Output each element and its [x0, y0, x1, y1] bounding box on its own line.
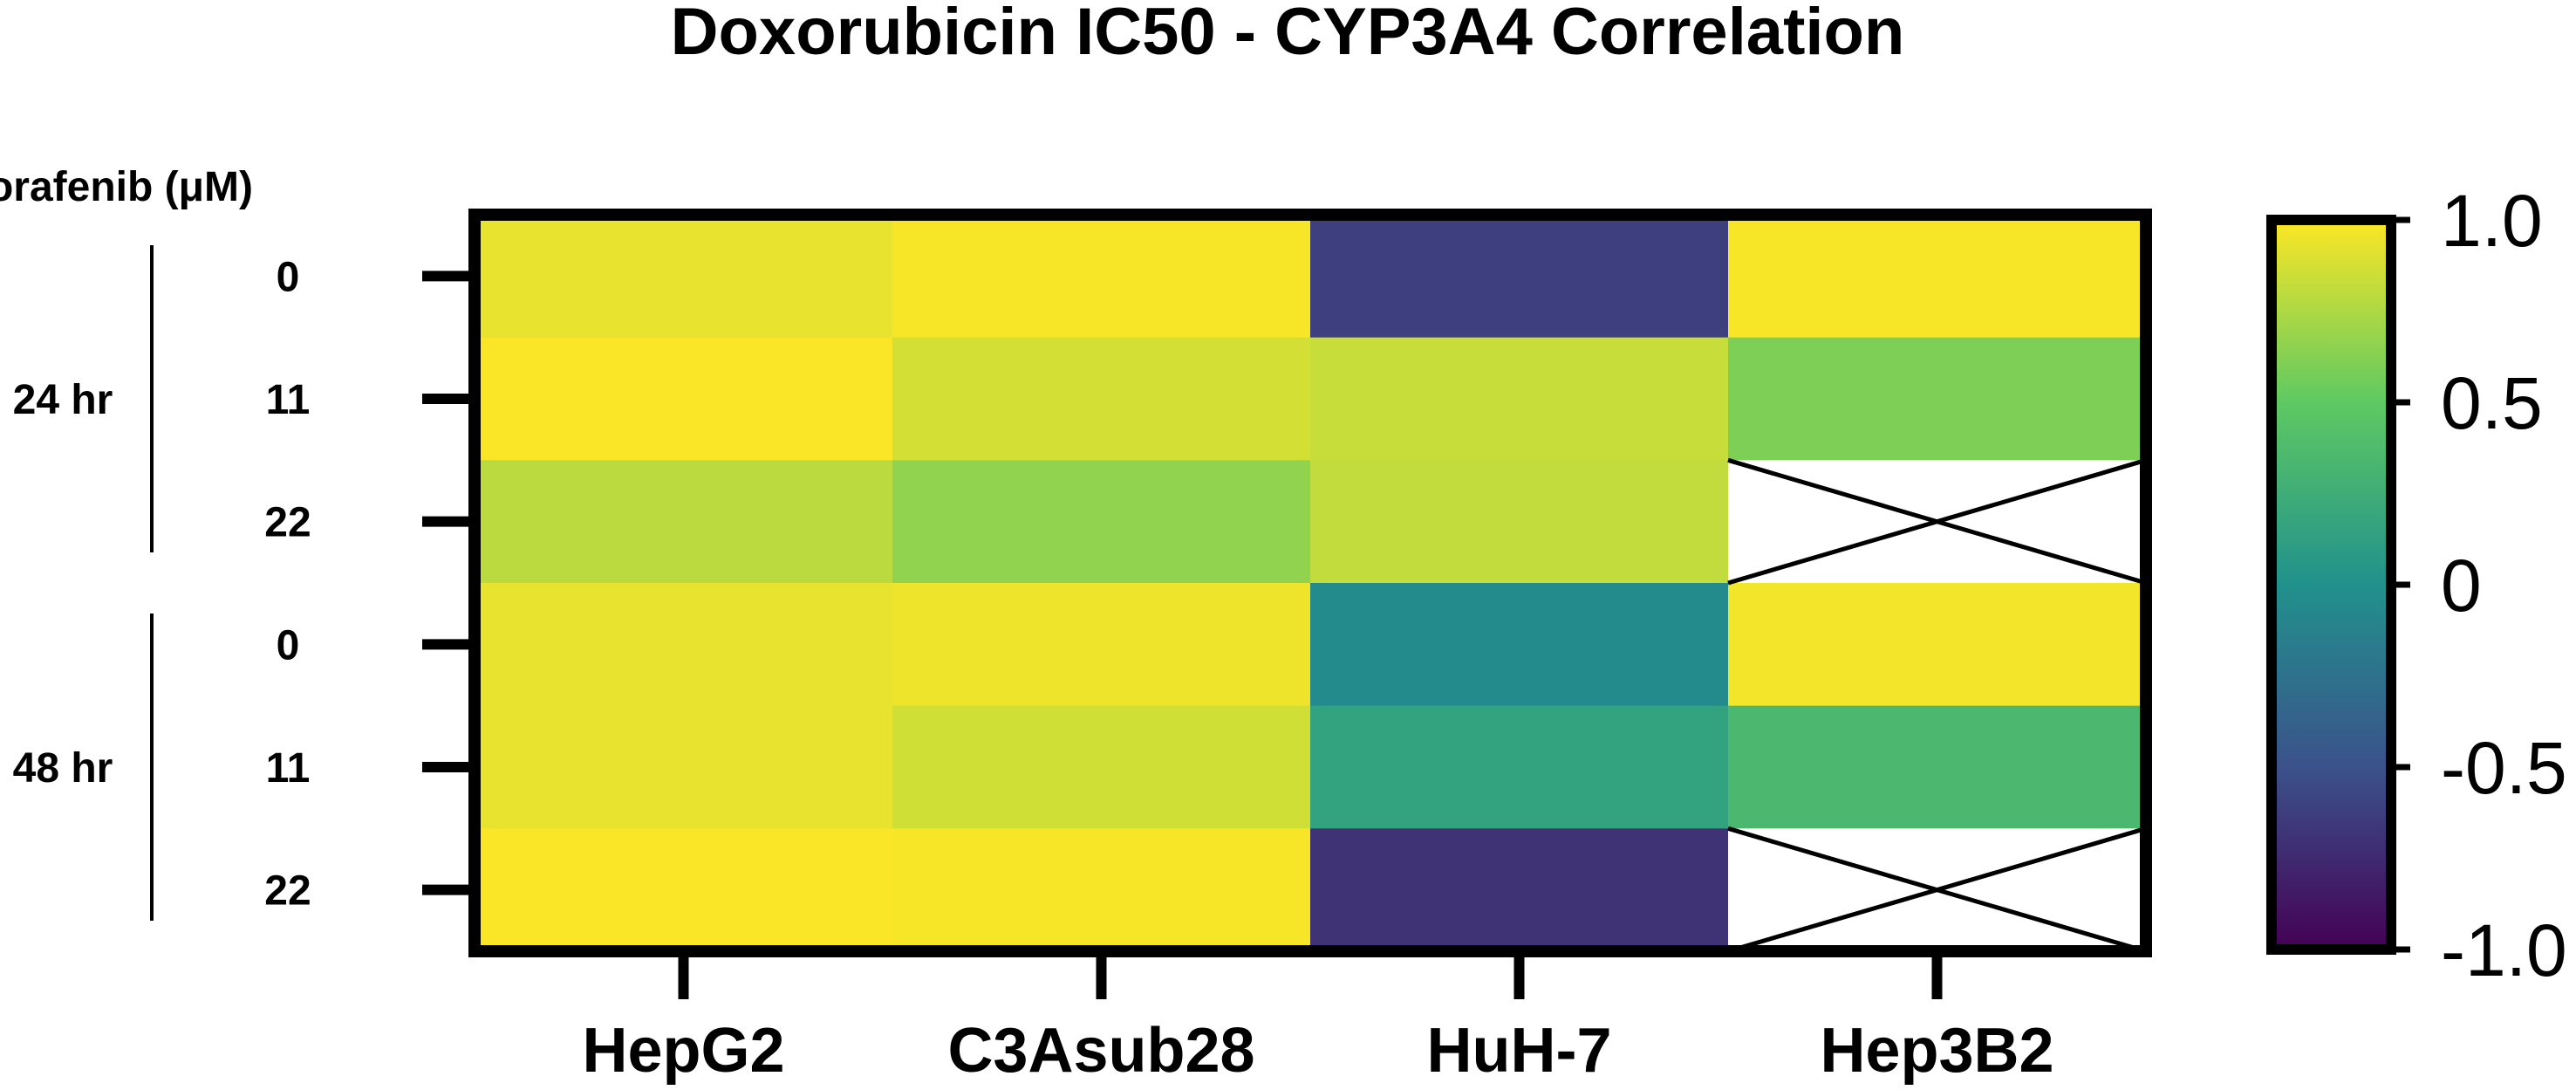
heatmap-cell	[892, 705, 1311, 829]
heatmap-cell	[475, 215, 893, 339]
row-tick-label: 11	[266, 745, 311, 792]
missing-cross-line	[1727, 826, 2147, 954]
row-tick-label: 22	[264, 868, 311, 915]
heatmap-cell	[1310, 215, 1729, 339]
heatmap-cell	[475, 337, 893, 461]
colorbar-tick-label: 1.0	[2441, 180, 2543, 262]
row-group-label: 24 hr	[13, 377, 113, 423]
heatmap-cell	[1310, 705, 1729, 829]
colorbar-tick-label: 0.5	[2441, 362, 2543, 444]
row-group-label: 48 hr	[13, 745, 113, 792]
heatmap-cell	[892, 337, 1311, 461]
row-tick-label: 22	[264, 500, 311, 546]
row-tick-label: 0	[277, 254, 300, 300]
heatmap-cell	[1728, 583, 2147, 707]
axis-ticks	[422, 271, 1943, 999]
column-tick-label: Hep3B2	[1820, 1016, 2053, 1086]
row-tick-labels: 0 11 22 0 11 22	[264, 254, 311, 914]
plot-frame	[468, 209, 2152, 957]
row-tick-label: 11	[266, 377, 311, 423]
heatmap-cell	[475, 460, 893, 584]
heatmap-cell	[1310, 583, 1729, 707]
heatmap-cell	[1728, 337, 2147, 461]
missing-cross-line	[1727, 457, 2147, 586]
heatmap-cell	[1310, 828, 1729, 952]
heatmap-cell	[892, 215, 1311, 339]
column-tick-label: HuH-7	[1427, 1016, 1612, 1086]
missing-value-markers	[1727, 457, 2147, 954]
heatmap-cell	[475, 705, 893, 829]
column-tick-label: C3Asub28	[947, 1016, 1254, 1086]
heatmap-cell	[1310, 460, 1729, 584]
colorbar-tick-label: -1.0	[2441, 909, 2567, 991]
chart-title: Doxorubicin IC50 - CYP3A4 Correlation	[671, 0, 1905, 69]
row-axis-title: Sorafenib (μM)	[0, 164, 253, 210]
heatmap-cell	[892, 583, 1311, 707]
heatmap-cells	[475, 215, 2147, 952]
colorbar-ticks: 1.0 0.5 0 -0.5 -1.0	[2391, 180, 2567, 991]
colorbar-tick-label: -0.5	[2441, 727, 2567, 809]
colorbar-tick-label: 0	[2441, 545, 2482, 627]
heatmap-cell	[475, 583, 893, 707]
heatmap-cell	[892, 828, 1311, 952]
colorbar	[2272, 220, 2391, 949]
heatmap-cell	[1728, 705, 2147, 829]
row-group-brackets: 24 hr 48 hr	[13, 245, 154, 921]
row-tick-label: 0	[277, 622, 300, 668]
heatmap-cell	[475, 828, 893, 952]
heatmap-cell	[1310, 337, 1729, 461]
column-tick-label: HepG2	[582, 1016, 784, 1086]
column-tick-labels: HepG2 C3Asub28 HuH-7 Hep3B2	[582, 1016, 2053, 1086]
heatmap-cell	[1728, 215, 2147, 339]
heatmap-cell	[892, 460, 1311, 584]
